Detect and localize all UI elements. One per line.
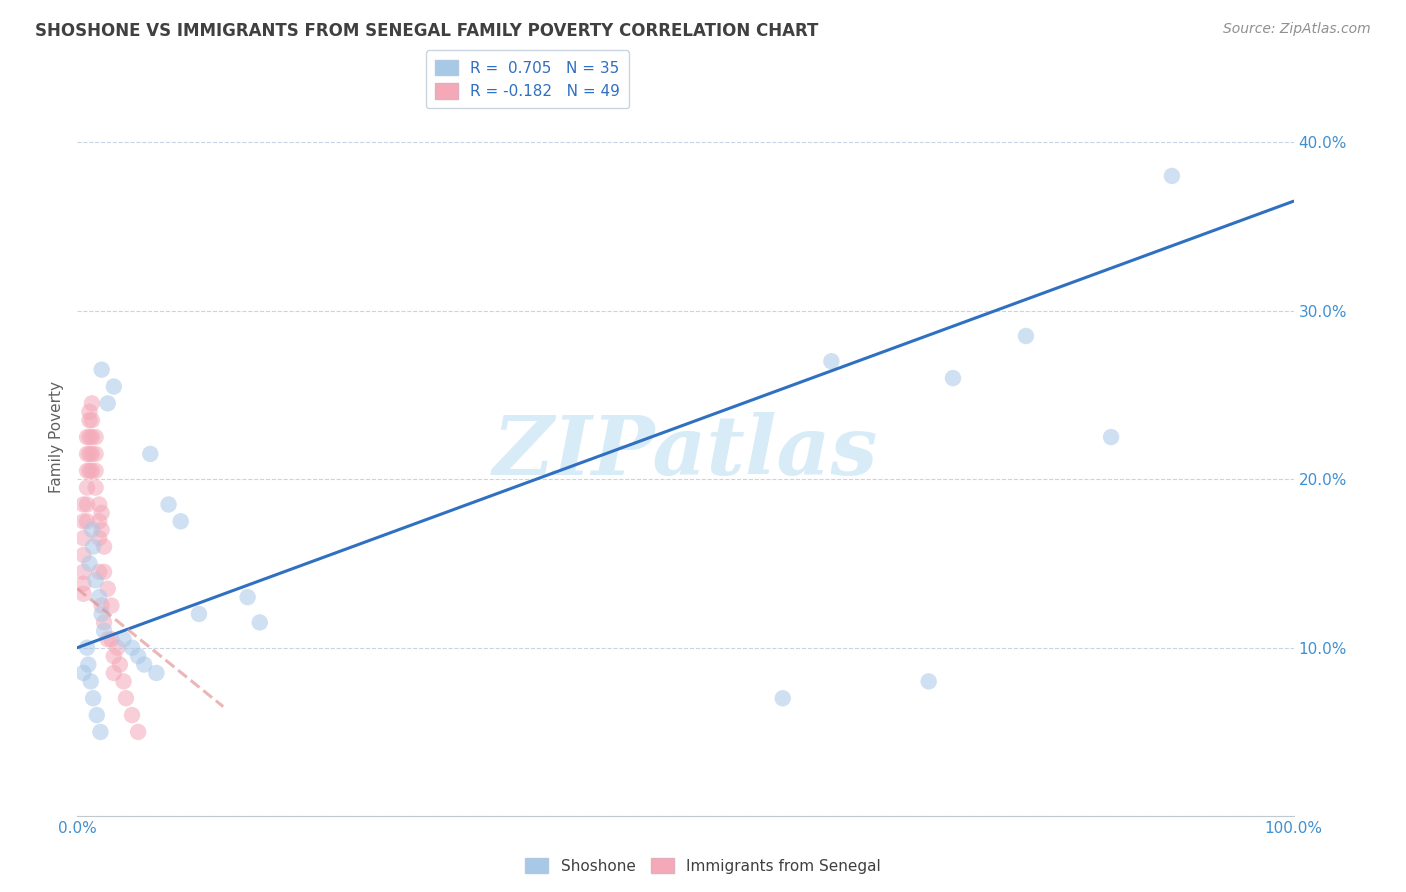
Point <box>115 691 138 706</box>
Point <box>76 498 98 512</box>
Point <box>108 657 131 672</box>
Point <box>918 674 941 689</box>
Point <box>89 590 111 604</box>
Point <box>72 531 94 545</box>
Point <box>97 632 120 647</box>
Point <box>72 548 94 562</box>
Point <box>145 665 167 680</box>
Point <box>79 430 101 444</box>
Point <box>79 413 101 427</box>
Point <box>76 464 98 478</box>
Point <box>103 649 125 664</box>
Text: ZIPatlas: ZIPatlas <box>492 412 879 492</box>
Legend: R =  0.705   N = 35, R = -0.182   N = 49: R = 0.705 N = 35, R = -0.182 N = 49 <box>426 51 628 109</box>
Point <box>942 371 965 385</box>
Point <box>80 396 103 410</box>
Point <box>90 506 112 520</box>
Point <box>89 565 111 579</box>
Point <box>82 540 104 554</box>
Point <box>93 615 115 630</box>
Point <box>97 582 120 596</box>
Point <box>84 430 107 444</box>
Point <box>157 498 180 512</box>
Point <box>170 514 193 528</box>
Point <box>72 665 94 680</box>
Point <box>97 396 120 410</box>
Point <box>76 447 98 461</box>
Point <box>80 447 103 461</box>
Point <box>1099 430 1122 444</box>
Point <box>139 447 162 461</box>
Point <box>100 632 122 647</box>
Point <box>76 640 98 655</box>
Point <box>86 708 108 723</box>
Point <box>72 498 94 512</box>
Point <box>236 590 259 604</box>
Point <box>100 599 122 613</box>
Point <box>90 523 112 537</box>
Point <box>89 514 111 528</box>
Text: Source: ZipAtlas.com: Source: ZipAtlas.com <box>1223 22 1371 37</box>
Point <box>79 405 101 419</box>
Text: SHOSHONE VS IMMIGRANTS FROM SENEGAL FAMILY POVERTY CORRELATION CHART: SHOSHONE VS IMMIGRANTS FROM SENEGAL FAMI… <box>35 22 818 40</box>
Point <box>79 464 101 478</box>
Point <box>80 413 103 427</box>
Y-axis label: Family Poverty: Family Poverty <box>49 381 65 493</box>
Point <box>772 691 794 706</box>
Point <box>1161 169 1184 183</box>
Point <box>1015 329 1038 343</box>
Point <box>112 632 135 647</box>
Point <box>76 481 98 495</box>
Point <box>127 649 149 664</box>
Point <box>84 574 107 588</box>
Point <box>93 565 115 579</box>
Point <box>89 725 111 739</box>
Point <box>93 624 115 638</box>
Point <box>112 674 135 689</box>
Point <box>90 607 112 621</box>
Point <box>80 523 103 537</box>
Point <box>72 514 94 528</box>
Point <box>134 657 156 672</box>
Point <box>80 674 103 689</box>
Point <box>84 464 107 478</box>
Point <box>84 447 107 461</box>
Point <box>72 565 94 579</box>
Point <box>90 599 112 613</box>
Point <box>121 640 143 655</box>
Point <box>820 354 842 368</box>
Point <box>80 430 103 444</box>
Point <box>84 481 107 495</box>
Point <box>79 557 101 571</box>
Point <box>76 514 98 528</box>
Legend: Shoshone, Immigrants from Senegal: Shoshone, Immigrants from Senegal <box>519 852 887 880</box>
Point <box>103 379 125 393</box>
Point <box>93 540 115 554</box>
Point <box>107 640 129 655</box>
Point <box>90 362 112 376</box>
Point <box>121 708 143 723</box>
Point <box>249 615 271 630</box>
Point <box>127 725 149 739</box>
Point <box>89 498 111 512</box>
Point <box>76 430 98 444</box>
Point <box>103 665 125 680</box>
Point <box>82 691 104 706</box>
Point <box>79 447 101 461</box>
Point <box>77 657 100 672</box>
Point <box>72 576 94 591</box>
Point <box>89 531 111 545</box>
Point <box>80 464 103 478</box>
Point <box>72 587 94 601</box>
Point <box>188 607 211 621</box>
